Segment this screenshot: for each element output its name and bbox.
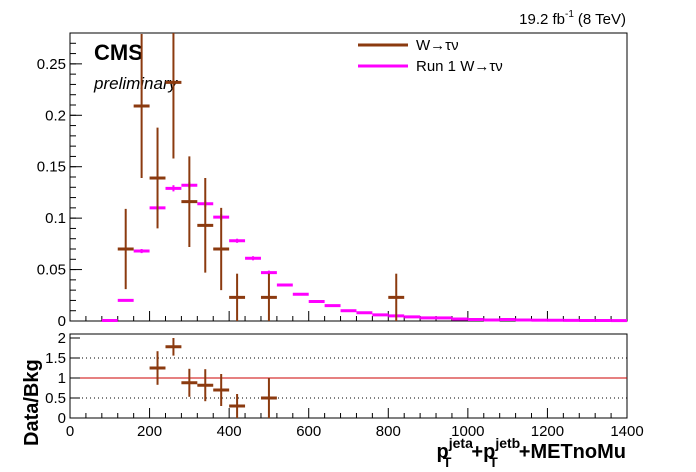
wtaunu-point (165, 33, 182, 159)
ratio-point (165, 338, 182, 356)
x-title-p1: p (437, 441, 449, 463)
ratio-point (213, 374, 230, 406)
legend-label-run1-wtaunu: Run 1 W→τν (416, 58, 503, 75)
main-y-tick-label: 0.15 (37, 159, 66, 176)
ratio-point (181, 368, 198, 397)
ratio-point (260, 378, 277, 418)
main-y-tick-label: 0.1 (45, 210, 66, 227)
legend: W→τν Run 1 W→τν (358, 37, 503, 75)
wtaunu-point (213, 207, 230, 291)
ratio-y-ticks: 0 0.5 1 1.5 2 (45, 330, 80, 427)
main-series-wtaunu (117, 33, 405, 321)
lumi-label: 19.2 fb-1 (8 TeV) (519, 9, 626, 28)
run1-wtaunu-point (467, 317, 484, 321)
lumi-value: 19.2 fb (519, 11, 565, 28)
ratio-y-tick-label: 0 (58, 410, 66, 427)
wtaunu-point (229, 273, 246, 321)
wtaunu-point (388, 273, 405, 321)
ratio-point (197, 369, 214, 402)
run1-wtaunu-point (117, 298, 134, 302)
wtaunu-point (149, 127, 166, 229)
run1-wtaunu-point (436, 316, 452, 320)
run1-wtaunu-point (245, 256, 261, 261)
main-y-ticks: 0 0.05 0.1 0.15 0.2 0.25 (37, 32, 82, 330)
main-y-tick-label: 0.05 (37, 262, 66, 279)
ratio-plot-frame (69, 333, 628, 419)
run1-wtaunu-point (324, 304, 341, 308)
wtaunu-point (133, 34, 150, 179)
run1-wtaunu-point (420, 316, 437, 320)
ratio-x-ticks: 0 200 400 600 800 1000 1200 1400 (66, 408, 644, 440)
x-title-plus1: + (471, 441, 483, 463)
ratio-y-tick-label: 0.5 (45, 390, 66, 407)
run1-wtaunu-point (579, 318, 596, 322)
x-title-p2: p (483, 441, 495, 463)
ratio-y-axis-title: Data/Bkg (21, 359, 43, 446)
run1-wtaunu-point (229, 238, 246, 243)
ratio-point (149, 351, 166, 385)
ratio-point (229, 394, 246, 418)
wtaunu-point (197, 178, 214, 273)
x-title-rest: +METnoMu (519, 441, 626, 463)
x-title-sub2: T (489, 454, 498, 470)
ratio-x-tick-label: 600 (296, 423, 321, 440)
lumi-exponent: -1 (565, 9, 574, 20)
ratio-series (149, 338, 277, 418)
run1-wtaunu-point (451, 317, 468, 321)
run1-wtaunu-point (611, 319, 627, 323)
x-axis-title: pjeta T +pjetb T +METnoMu (437, 435, 626, 470)
cms-label: CMS (94, 40, 143, 65)
main-series-run1 (101, 182, 627, 323)
ratio-x-tick-label: 1000 (451, 423, 484, 440)
main-y-tick-label: 0.25 (37, 56, 66, 73)
run1-wtaunu-point (372, 313, 389, 317)
ratio-x-tick-label: 800 (376, 423, 401, 440)
wtaunu-point (260, 273, 277, 321)
run1-wtaunu-point (547, 318, 564, 322)
wtaunu-point (181, 156, 198, 247)
ratio-x-tick-label: 1200 (531, 423, 564, 440)
run1-wtaunu-point (292, 292, 309, 296)
legend-label-wtaunu: W→τν (416, 37, 459, 54)
preliminary-label: preliminary (93, 74, 179, 93)
ratio-x-tick-label: 400 (217, 423, 242, 440)
x-title-sup2: jetb (494, 435, 520, 451)
lumi-energy: (8 TeV) (578, 11, 626, 28)
ratio-y-tick-label: 2 (58, 330, 66, 347)
run1-wtaunu-point (515, 318, 532, 322)
x-title-sub1: T (443, 454, 452, 470)
ratio-grid-lines (70, 357, 627, 399)
run1-wtaunu-point (563, 318, 580, 322)
run1-wtaunu-point (133, 249, 150, 254)
x-title-sup1: jeta (448, 435, 473, 451)
run1-wtaunu-point (499, 317, 516, 321)
ratio-y-tick-label: 1.5 (45, 350, 66, 367)
ratio-y-tick-label: 1 (58, 370, 66, 387)
run1-wtaunu-point (483, 318, 500, 322)
run1-wtaunu-point (595, 318, 612, 322)
run1-wtaunu-point (356, 311, 373, 315)
ratio-x-tick-label: 200 (137, 423, 162, 440)
main-y-tick-label: 0.2 (45, 107, 66, 124)
wtaunu-point (117, 208, 134, 290)
run1-wtaunu-point (276, 283, 293, 287)
main-y-tick-label: 0 (58, 313, 66, 330)
ratio-x-tick-label: 0 (66, 423, 74, 440)
run1-wtaunu-point (340, 309, 357, 313)
run1-wtaunu-point (531, 318, 548, 322)
run1-wtaunu-point (308, 299, 325, 303)
run1-wtaunu-point (165, 185, 182, 192)
ratio-x-tick-label: 1400 (610, 423, 643, 440)
run1-wtaunu-point (404, 315, 421, 319)
